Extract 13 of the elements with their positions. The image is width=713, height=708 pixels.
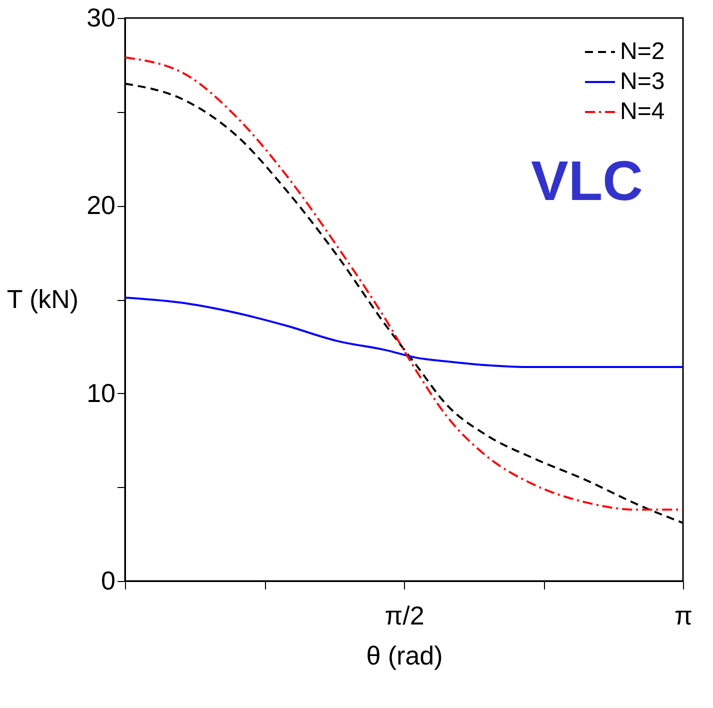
y-tick-label: 10 <box>86 378 116 408</box>
x-tick-label: π/2 <box>384 600 424 630</box>
y-tick-label: 0 <box>101 566 116 596</box>
legend-label: N=2 <box>620 38 665 65</box>
legend-label: N=3 <box>620 68 665 95</box>
x-axis-title: θ (rad) <box>366 640 443 670</box>
y-tick-label: 30 <box>86 2 116 32</box>
annotation: VLC <box>531 149 643 212</box>
y-tick-label: 20 <box>86 190 116 220</box>
legend-label: N=4 <box>620 98 665 125</box>
x-tick-label: π <box>674 600 692 630</box>
y-axis-title: T (kN) <box>6 284 79 314</box>
line-series <box>124 296 684 368</box>
